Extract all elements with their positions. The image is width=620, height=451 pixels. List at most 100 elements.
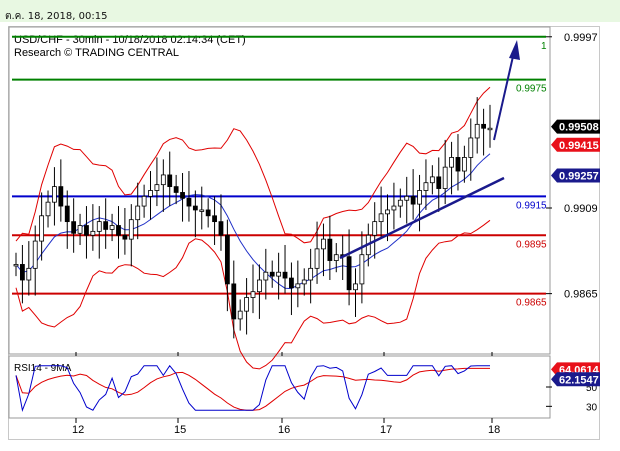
candle-body-63 <box>417 190 422 205</box>
candle-body-15 <box>109 225 115 230</box>
candle-body-24 <box>167 174 173 188</box>
candle-body-0 <box>13 264 19 267</box>
candle-body-44 <box>295 283 301 289</box>
timestamp-bar: ต.ค. 18, 2018, 00:15 <box>0 0 620 22</box>
timestamp: ต.ค. 18, 2018, 00:15 <box>5 11 108 22</box>
candle-body-6 <box>52 186 57 203</box>
lower-band <box>15 219 491 370</box>
candle-body-68 <box>449 157 454 168</box>
rsi-ma-line <box>15 367 490 411</box>
candle-body-48 <box>321 238 326 250</box>
candle-body-70 <box>461 157 467 172</box>
candle-body-27 <box>186 197 192 207</box>
candle-body-42 <box>282 271 288 279</box>
candle-body-39 <box>263 271 269 281</box>
candle-body-2 <box>26 267 32 281</box>
candle-body-20 <box>141 195 147 207</box>
candle-body-17 <box>122 234 128 240</box>
candle-body-47 <box>314 248 320 269</box>
candle-body-65 <box>429 176 435 184</box>
candle-body-67 <box>442 166 448 189</box>
candle-body-1 <box>20 264 25 281</box>
forecast-arrow-head <box>509 40 520 60</box>
candle-body-58 <box>385 209 390 215</box>
candle-body-54 <box>359 254 365 285</box>
candle-body-32 <box>218 221 224 236</box>
price-badge-text-1: 0.99415 <box>559 140 599 152</box>
candle-body-59 <box>391 205 397 211</box>
candle-body-5 <box>45 201 51 217</box>
candle-body-60 <box>397 199 403 207</box>
candle-body-36 <box>244 297 249 312</box>
candle-body-31 <box>212 215 217 223</box>
candle-body-43 <box>289 277 294 289</box>
candle-body-50 <box>333 254 339 261</box>
candle-body-52 <box>346 256 352 291</box>
candle-body-18 <box>128 219 134 240</box>
candle-body-10 <box>77 225 83 234</box>
forecast-arrow-line <box>493 51 515 141</box>
candle-body-14 <box>103 221 109 230</box>
candle-body-3 <box>32 240 38 269</box>
candle-body-35 <box>237 310 243 320</box>
candle-body-23 <box>160 174 166 186</box>
x-tick-label-4: 18 <box>488 424 500 436</box>
rsi-line <box>15 364 490 413</box>
candle-body-12 <box>90 230 96 236</box>
candle-body-28 <box>192 205 198 211</box>
candle-body-66 <box>436 176 442 189</box>
price-badge-0 <box>551 119 600 134</box>
rsi-label: RSI14 - 9MA <box>14 363 72 374</box>
candle-body-57 <box>378 213 384 223</box>
candle-body-30 <box>205 209 211 217</box>
y-tick-label-0: 0.9997 <box>564 32 598 44</box>
moving-average <box>15 153 491 290</box>
x-tick-label-2: 16 <box>278 424 290 436</box>
candle-body-7 <box>58 186 64 207</box>
candle-body-62 <box>410 195 416 205</box>
price-badge-text-2: 0.99257 <box>559 171 599 183</box>
y-tick-label-1: 0.9909 <box>564 203 598 215</box>
candle-body-69 <box>455 157 461 172</box>
main-panel <box>8 26 551 355</box>
rsi-badge-1 <box>551 372 600 387</box>
candle-body-13 <box>96 221 102 232</box>
candle-body-72 <box>474 123 480 139</box>
candle-body-26 <box>180 192 185 199</box>
x-tick-label-0: 12 <box>72 424 84 436</box>
level-label-3: 0.9895 <box>516 239 547 250</box>
candle-body-8 <box>64 205 70 223</box>
trendline <box>339 176 505 260</box>
chart-subtitle: Research © TRADING CENTRAL <box>14 47 179 59</box>
candle-body-71 <box>468 137 474 158</box>
candle-body-29 <box>199 209 205 212</box>
candle-body-37 <box>250 291 256 298</box>
candle-body-45 <box>301 279 307 285</box>
candle-body-38 <box>257 279 262 293</box>
rsi-badge-text-1: 62.1547 <box>559 374 599 386</box>
candle-body-56 <box>372 221 378 236</box>
candle-body-61 <box>404 195 410 201</box>
level-label-1: 0.9975 <box>516 84 547 95</box>
candle-body-22 <box>154 184 160 191</box>
candle-body-19 <box>135 205 141 221</box>
candle-body-4 <box>39 215 45 242</box>
price-badge-text-0: 0.99508 <box>559 122 599 134</box>
x-tick-label-3: 17 <box>380 424 392 436</box>
candle-body-53 <box>353 283 358 291</box>
candle-body-33 <box>224 234 230 285</box>
candle-body-11 <box>84 225 89 236</box>
price-badge-1 <box>551 137 600 152</box>
level-label-0: 1 <box>541 41 547 52</box>
candle-body-21 <box>148 190 153 197</box>
candle-body-34 <box>231 283 237 320</box>
candle-body-16 <box>116 225 121 236</box>
level-label-2: 0.9915 <box>516 200 547 211</box>
level-label-4: 0.9865 <box>516 298 547 309</box>
rsi-tick-label-0: 50 <box>586 383 598 394</box>
candle-body-41 <box>276 271 282 277</box>
x-tick-label-1: 15 <box>174 424 186 436</box>
price-badge-2 <box>551 168 600 183</box>
candle-body-40 <box>269 271 275 277</box>
